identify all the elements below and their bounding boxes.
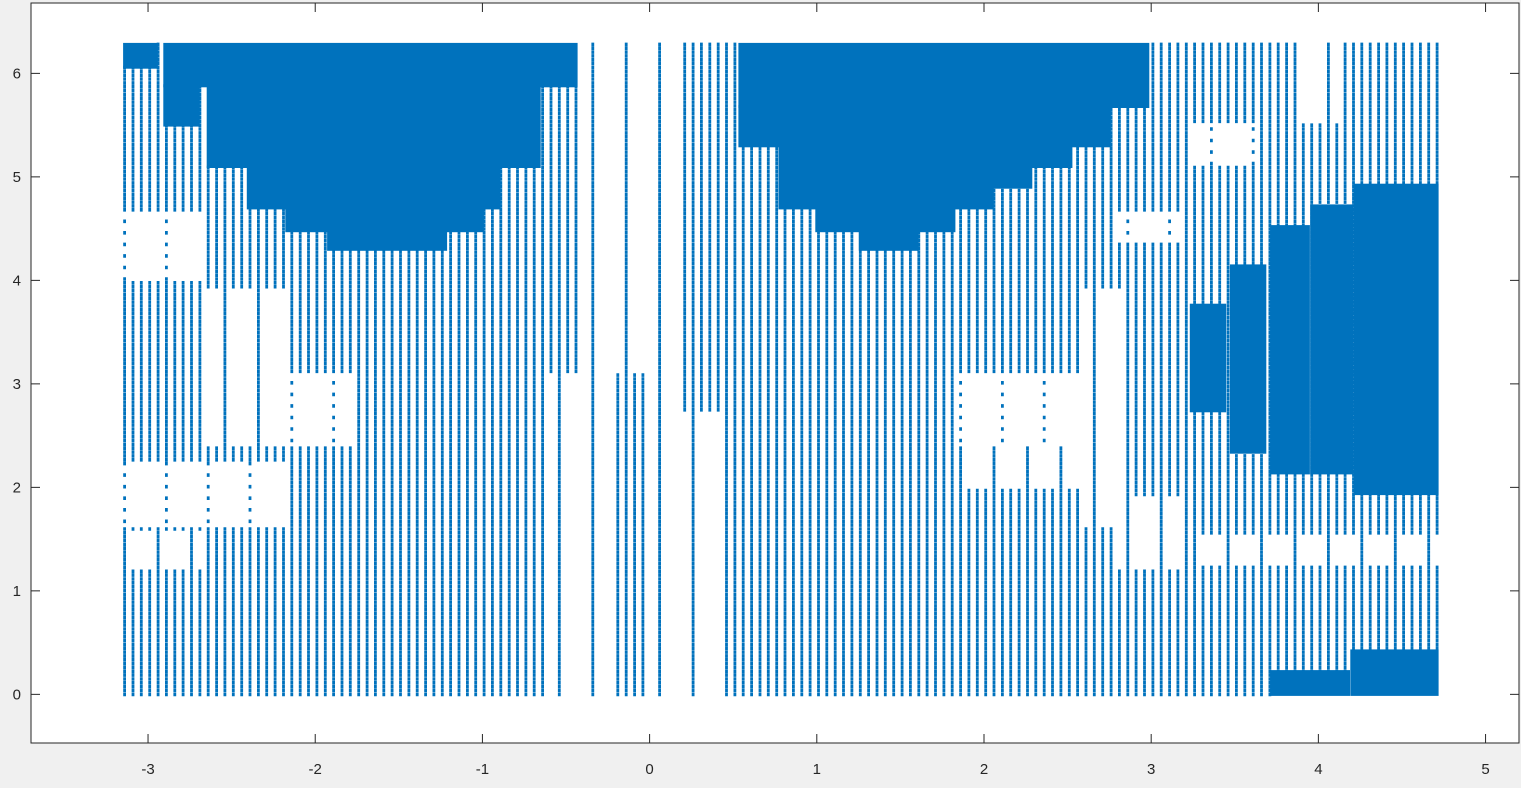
x-tick-label: 5: [1481, 761, 1489, 778]
dense-point-region: [778, 165, 1033, 189]
dense-point-region: [738, 42, 1150, 108]
x-tick-label: 1: [813, 761, 821, 778]
x-tick-label: -1: [476, 761, 489, 778]
dense-point-region: [246, 165, 501, 210]
scatter-points: [123, 42, 1439, 697]
y-tick-label: 1: [13, 583, 21, 600]
dense-point-region: [778, 185, 994, 210]
y-tick-label: 0: [13, 686, 21, 703]
y-tick-label: 5: [13, 169, 21, 186]
dense-point-region: [1229, 264, 1267, 454]
x-tick-label: 2: [980, 761, 988, 778]
x-tick-label: 0: [645, 761, 653, 778]
dense-point-region: [163, 84, 200, 127]
y-tick-label: 3: [13, 376, 21, 393]
dense-point-region: [206, 84, 541, 168]
dense-point-region: [1270, 225, 1310, 475]
y-tick-label: 6: [13, 65, 21, 82]
dense-point-region: [163, 42, 578, 88]
dense-point-region: [285, 206, 484, 233]
y-tick-label: 4: [13, 272, 21, 289]
dense-point-region: [738, 105, 1111, 148]
x-tick-label: -3: [141, 761, 154, 778]
axes-box: [30, 2, 1520, 744]
dense-point-region: [1350, 649, 1439, 696]
dense-point-region: [327, 229, 448, 251]
dense-point-region: [815, 206, 956, 233]
y-tick-label: 2: [13, 479, 21, 496]
x-tick-label: 4: [1314, 761, 1322, 778]
dense-point-region: [1270, 670, 1350, 696]
dense-point-region: [1310, 204, 1354, 475]
x-tick-label: 3: [1147, 761, 1155, 778]
dense-point-region: [858, 229, 919, 251]
dense-point-region: [1189, 303, 1227, 413]
axes: [30, 2, 1520, 744]
x-tick-label: -2: [309, 761, 322, 778]
dense-point-region: [123, 42, 158, 69]
dense-point-region: [1353, 183, 1439, 496]
tick-labels: -3 -2 -1 0 1 2 3 4 5 0 1 2 3 4 5 6: [13, 65, 1490, 778]
dense-point-region: [778, 144, 1073, 168]
